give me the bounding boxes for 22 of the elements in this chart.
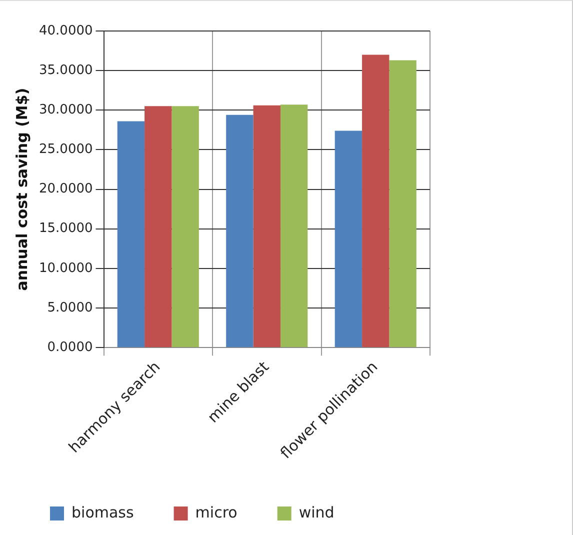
bar	[280, 104, 308, 348]
y-tick-label: 0.0000	[47, 340, 93, 355]
bar	[389, 60, 416, 348]
legend-label: micro	[195, 503, 238, 522]
bar	[362, 54, 390, 348]
bar	[226, 114, 254, 348]
legend-label: wind	[298, 503, 334, 522]
y-tick-label: 40.0000	[38, 23, 93, 38]
y-axis-title: annual cost saving (M$)	[12, 88, 31, 291]
bar	[334, 130, 362, 348]
y-tick-label: 25.0000	[38, 142, 93, 158]
y-tick-label: 10.0000	[38, 260, 93, 276]
y-tick-label: 35.0000	[38, 62, 93, 78]
y-tick-label: 30.0000	[38, 102, 93, 118]
y-tick-label: 20.0000	[38, 182, 93, 197]
legend-label: biomass	[72, 503, 134, 522]
y-tick-label: 15.0000	[38, 221, 93, 236]
bar	[172, 106, 199, 348]
bar	[117, 121, 145, 348]
bar	[253, 105, 280, 348]
y-tick-label: 5.0000	[47, 300, 93, 316]
bar	[144, 106, 172, 348]
